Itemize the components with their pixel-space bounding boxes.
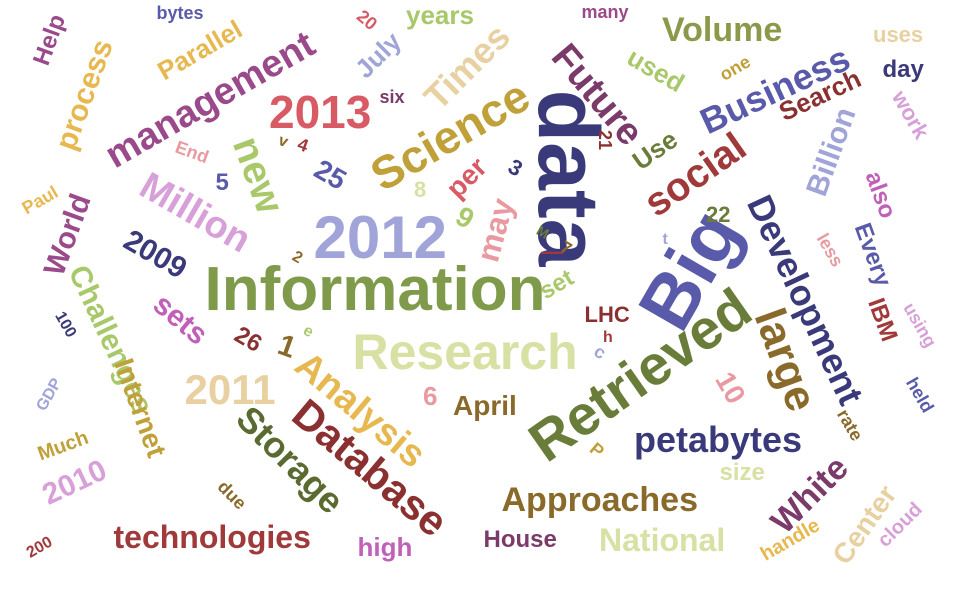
word-200: 200 bbox=[23, 533, 56, 562]
word-billion: Billion bbox=[800, 103, 863, 201]
word-100: 100 bbox=[51, 308, 80, 341]
word-e: e bbox=[300, 321, 317, 342]
word-house: House bbox=[483, 526, 557, 553]
word-h: h bbox=[603, 329, 613, 346]
word-research: Research bbox=[352, 324, 578, 380]
word-lhc: LHC bbox=[584, 302, 630, 327]
word-work: work bbox=[886, 86, 935, 144]
word-2009: 2009 bbox=[117, 223, 193, 286]
word-years: years bbox=[406, 0, 474, 30]
word-july: July bbox=[349, 25, 408, 85]
word-2013: 2013 bbox=[269, 86, 372, 138]
word-2011: 2011 bbox=[184, 366, 276, 413]
word-used: used bbox=[622, 41, 690, 99]
word-2010: 2010 bbox=[37, 453, 112, 512]
word-high: high bbox=[357, 532, 413, 562]
word-using: using bbox=[899, 299, 941, 351]
word-approaches: Approaches bbox=[501, 481, 699, 519]
word-5: 5 bbox=[215, 169, 229, 196]
word-end: End bbox=[172, 136, 212, 168]
word-dash: — bbox=[541, 239, 563, 264]
word-uses: uses bbox=[873, 22, 924, 47]
word-size: size bbox=[719, 459, 765, 486]
word-held: held bbox=[902, 373, 938, 417]
word-every: Every bbox=[848, 219, 897, 291]
word-information: Information bbox=[204, 255, 546, 324]
word-six: six bbox=[379, 87, 405, 107]
word-many: many bbox=[581, 2, 629, 22]
word-t: t bbox=[662, 231, 668, 248]
word-6: 6 bbox=[423, 381, 438, 411]
word-also: also bbox=[859, 167, 902, 223]
word-rate: rate bbox=[833, 405, 867, 445]
word-8: 8 bbox=[414, 177, 427, 202]
word-less: less bbox=[812, 229, 848, 271]
word-internet: Internet bbox=[108, 354, 173, 462]
word-april: April bbox=[453, 390, 517, 421]
word-help: Help bbox=[27, 10, 72, 69]
word-1: 1 bbox=[273, 328, 301, 365]
word-22: 22 bbox=[706, 202, 731, 227]
word-technologies: technologies bbox=[113, 519, 311, 555]
word-volume: Volume bbox=[662, 11, 783, 49]
word-20: 20 bbox=[352, 5, 382, 35]
word-petabytes: petabytes bbox=[634, 419, 803, 460]
word-bytes: bytes bbox=[156, 3, 204, 23]
word-much: Much bbox=[34, 426, 92, 466]
word-paul: Paul bbox=[18, 181, 62, 219]
word-day: day bbox=[882, 56, 924, 83]
word-national: National bbox=[599, 522, 726, 558]
word-26: 26 bbox=[229, 321, 267, 358]
word-10: 10 bbox=[709, 366, 752, 409]
word-gdp: GDP bbox=[33, 375, 66, 415]
word-25: 25 bbox=[309, 153, 352, 196]
word-due: due bbox=[213, 476, 251, 514]
word-9: 9 bbox=[450, 200, 480, 235]
word-2012: 2012 bbox=[313, 204, 447, 271]
word-21: 21 bbox=[595, 129, 616, 151]
word-ibm: IBM bbox=[862, 294, 903, 346]
word-sets: sets bbox=[146, 287, 214, 352]
